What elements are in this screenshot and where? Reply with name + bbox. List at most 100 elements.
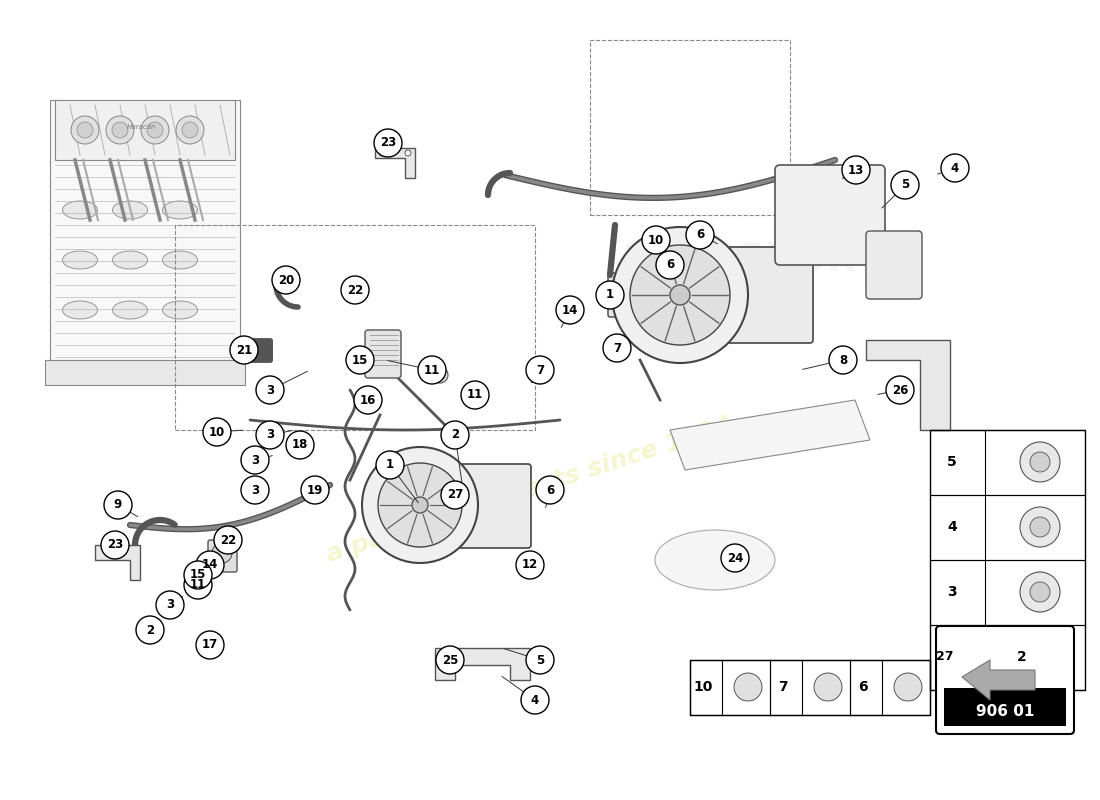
Circle shape <box>214 526 242 554</box>
Circle shape <box>241 476 270 504</box>
Text: 6: 6 <box>666 258 674 271</box>
Circle shape <box>196 551 224 579</box>
Circle shape <box>471 391 478 399</box>
Circle shape <box>106 116 134 144</box>
Ellipse shape <box>112 251 147 269</box>
Circle shape <box>376 451 404 479</box>
Text: 7: 7 <box>536 363 544 377</box>
Circle shape <box>256 376 284 404</box>
Text: 26: 26 <box>892 383 909 397</box>
Text: 5: 5 <box>536 654 544 666</box>
Text: 14: 14 <box>562 303 579 317</box>
Text: 3: 3 <box>251 454 260 466</box>
Text: 14: 14 <box>201 558 218 571</box>
Circle shape <box>104 491 132 519</box>
Bar <box>690 660 930 715</box>
Text: 12: 12 <box>521 558 538 571</box>
Circle shape <box>891 171 918 199</box>
FancyBboxPatch shape <box>208 540 236 572</box>
Text: 2: 2 <box>451 429 459 442</box>
Bar <box>590 40 790 215</box>
Text: 4: 4 <box>531 694 539 706</box>
Circle shape <box>378 463 462 547</box>
Polygon shape <box>866 340 950 430</box>
Text: 3: 3 <box>947 585 957 599</box>
Text: 6: 6 <box>546 483 554 497</box>
Text: 17: 17 <box>202 638 218 651</box>
Circle shape <box>212 543 232 563</box>
Polygon shape <box>50 100 240 370</box>
Text: 5: 5 <box>901 178 909 191</box>
Ellipse shape <box>654 530 776 590</box>
FancyBboxPatch shape <box>727 247 813 343</box>
Text: 8: 8 <box>839 354 847 366</box>
Circle shape <box>720 544 749 572</box>
Circle shape <box>1030 517 1050 537</box>
Circle shape <box>1030 452 1050 472</box>
Circle shape <box>441 481 469 509</box>
Polygon shape <box>962 660 1035 700</box>
Text: 23: 23 <box>379 137 396 150</box>
Text: 27: 27 <box>447 489 463 502</box>
Circle shape <box>461 381 490 409</box>
Text: 1: 1 <box>606 289 614 302</box>
Text: 24: 24 <box>727 551 744 565</box>
Text: AUTOSPORT: AUTOSPORT <box>618 241 882 279</box>
Circle shape <box>184 571 212 599</box>
Text: 6: 6 <box>858 680 868 694</box>
Text: 22: 22 <box>346 283 363 297</box>
Circle shape <box>182 122 198 138</box>
Circle shape <box>136 616 164 644</box>
Circle shape <box>436 646 464 674</box>
Circle shape <box>101 531 129 559</box>
Ellipse shape <box>63 251 98 269</box>
Text: 906 01: 906 01 <box>976 703 1034 718</box>
Circle shape <box>362 447 478 563</box>
Circle shape <box>230 336 258 364</box>
Text: 13: 13 <box>848 163 865 177</box>
FancyBboxPatch shape <box>776 165 886 265</box>
Text: 3: 3 <box>251 483 260 497</box>
Circle shape <box>436 371 444 379</box>
Text: 9: 9 <box>114 498 122 511</box>
Circle shape <box>1033 645 1057 669</box>
Text: 3: 3 <box>266 429 274 442</box>
Circle shape <box>656 251 684 279</box>
Circle shape <box>156 591 184 619</box>
FancyBboxPatch shape <box>936 626 1074 734</box>
Text: 20: 20 <box>278 274 294 286</box>
Circle shape <box>204 418 231 446</box>
Circle shape <box>192 575 208 591</box>
Circle shape <box>526 356 554 384</box>
Circle shape <box>1020 507 1060 547</box>
Text: 16: 16 <box>360 394 376 406</box>
Circle shape <box>829 346 857 374</box>
Ellipse shape <box>163 251 198 269</box>
Circle shape <box>630 245 730 345</box>
Circle shape <box>521 686 549 714</box>
Bar <box>175 225 535 430</box>
Circle shape <box>1030 582 1050 602</box>
Text: Huracán: Huracán <box>128 124 156 130</box>
Text: 10: 10 <box>648 234 664 246</box>
Circle shape <box>346 346 374 374</box>
Text: 3: 3 <box>166 598 174 611</box>
Circle shape <box>612 227 748 363</box>
Circle shape <box>894 673 922 701</box>
FancyBboxPatch shape <box>456 464 531 548</box>
Text: 1: 1 <box>386 458 394 471</box>
Text: 22: 22 <box>220 534 236 546</box>
Circle shape <box>77 122 94 138</box>
Circle shape <box>734 673 762 701</box>
Polygon shape <box>375 148 415 178</box>
Text: 27: 27 <box>936 650 954 663</box>
Text: 23: 23 <box>107 538 123 551</box>
Text: 21: 21 <box>235 343 252 357</box>
Text: 7: 7 <box>778 680 788 694</box>
Circle shape <box>886 376 914 404</box>
Text: 10: 10 <box>209 426 226 438</box>
Circle shape <box>940 154 969 182</box>
Ellipse shape <box>112 201 147 219</box>
Circle shape <box>468 387 483 403</box>
Text: 18: 18 <box>292 438 308 451</box>
